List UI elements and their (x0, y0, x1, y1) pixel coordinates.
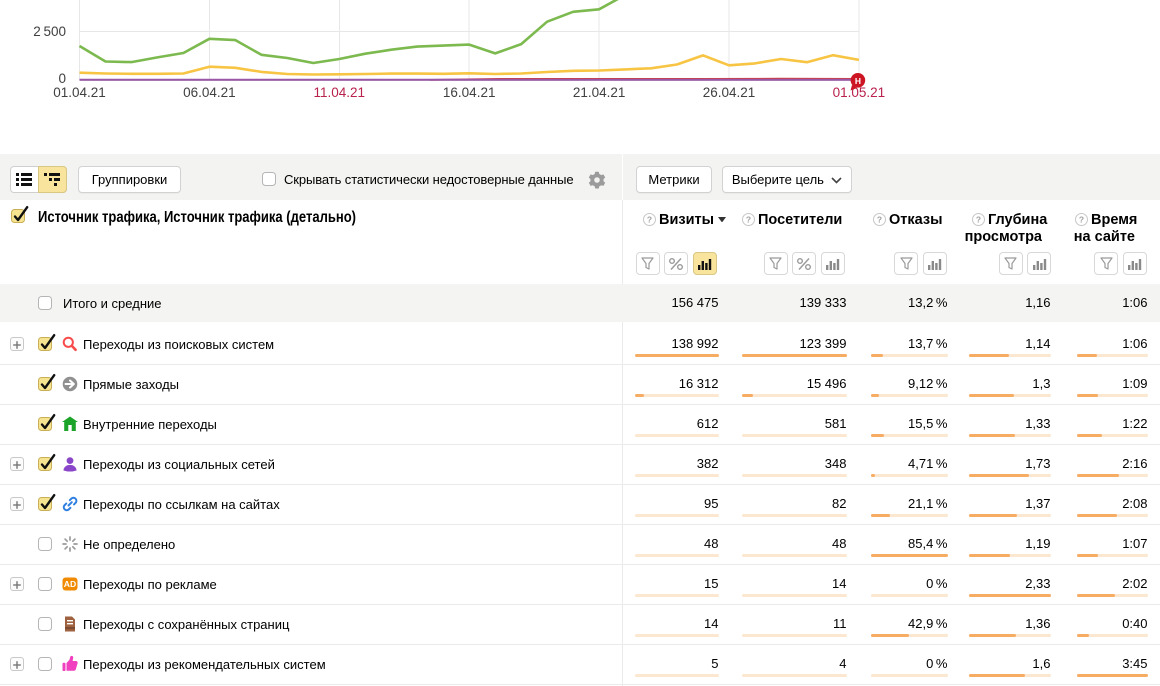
svg-text:?: ? (877, 215, 882, 225)
svg-text:?: ? (1079, 215, 1084, 225)
svg-text:?: ? (976, 215, 981, 225)
svg-text:11.04.21: 11.04.21 (314, 85, 366, 100)
svg-text:01.05.21: 01.05.21 (833, 85, 886, 100)
svg-text:21.04.21: 21.04.21 (573, 85, 626, 100)
svg-text:AD: AD (64, 579, 76, 589)
svg-text:06.04.21: 06.04.21 (183, 85, 236, 100)
svg-text:?: ? (746, 215, 751, 225)
svg-text:01.04.21: 01.04.21 (53, 85, 106, 100)
svg-text:?: ? (647, 215, 652, 225)
svg-text:26.04.21: 26.04.21 (703, 85, 756, 100)
svg-text:16.04.21: 16.04.21 (443, 85, 496, 100)
svg-text:Н: Н (855, 76, 861, 86)
svg-text:0: 0 (58, 71, 66, 86)
svg-text:2 500: 2 500 (33, 24, 66, 39)
